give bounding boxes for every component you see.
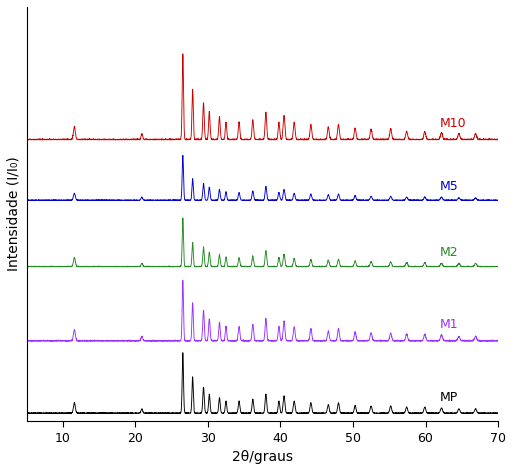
Text: M1: M1 xyxy=(440,318,459,331)
Y-axis label: Intensidade (I/I₀): Intensidade (I/I₀) xyxy=(7,157,21,271)
Text: MP: MP xyxy=(440,390,458,404)
Text: M5: M5 xyxy=(440,179,459,193)
Text: M2: M2 xyxy=(440,246,459,259)
Text: M10: M10 xyxy=(440,117,467,130)
X-axis label: 2θ/graus: 2θ/graus xyxy=(232,450,293,464)
